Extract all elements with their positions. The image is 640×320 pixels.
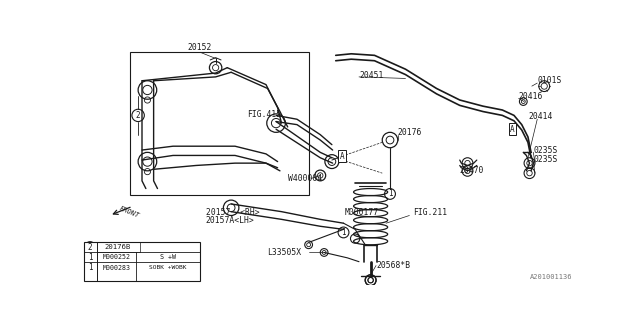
- Bar: [97, 243, 140, 252]
- Text: 20414: 20414: [528, 112, 552, 121]
- Text: 1: 1: [341, 228, 346, 237]
- Text: M000177: M000177: [345, 208, 379, 217]
- Text: FRONT: FRONT: [119, 206, 141, 219]
- Text: 0235S: 0235S: [533, 146, 557, 155]
- Bar: [131, 52, 308, 195]
- Text: A201001136: A201001136: [530, 274, 572, 280]
- Text: 20152: 20152: [188, 43, 212, 52]
- Text: M000252: M000252: [102, 254, 131, 260]
- Text: 2: 2: [136, 111, 140, 120]
- Text: 1: 1: [388, 189, 392, 198]
- Text: A: A: [510, 125, 515, 134]
- Text: 1: 1: [88, 252, 92, 261]
- Text: 20451: 20451: [359, 71, 383, 80]
- Text: 20157A<LH>: 20157A<LH>: [205, 216, 254, 225]
- Text: 20176B: 20176B: [105, 244, 131, 250]
- Text: L33505X: L33505X: [268, 248, 301, 257]
- Text: SOBK +WOBK: SOBK +WOBK: [149, 265, 186, 270]
- Text: 0235S: 0235S: [533, 155, 557, 164]
- Text: A: A: [340, 152, 344, 161]
- Text: 20568*B: 20568*B: [376, 261, 410, 270]
- Text: S +W: S +W: [159, 254, 175, 260]
- Text: 2: 2: [88, 243, 92, 252]
- Text: 20416: 20416: [518, 92, 543, 101]
- Bar: [84, 243, 200, 281]
- Text: FIG.211: FIG.211: [413, 208, 447, 217]
- Text: FIG.415: FIG.415: [246, 110, 281, 119]
- Text: 20176: 20176: [397, 128, 422, 137]
- Text: 1: 1: [88, 263, 92, 272]
- Text: 0101S: 0101S: [537, 76, 562, 85]
- Text: 20157  <RH>: 20157 <RH>: [205, 208, 259, 217]
- Text: W400004: W400004: [288, 174, 322, 183]
- Text: 20470: 20470: [460, 166, 484, 175]
- Text: M000283: M000283: [102, 265, 131, 271]
